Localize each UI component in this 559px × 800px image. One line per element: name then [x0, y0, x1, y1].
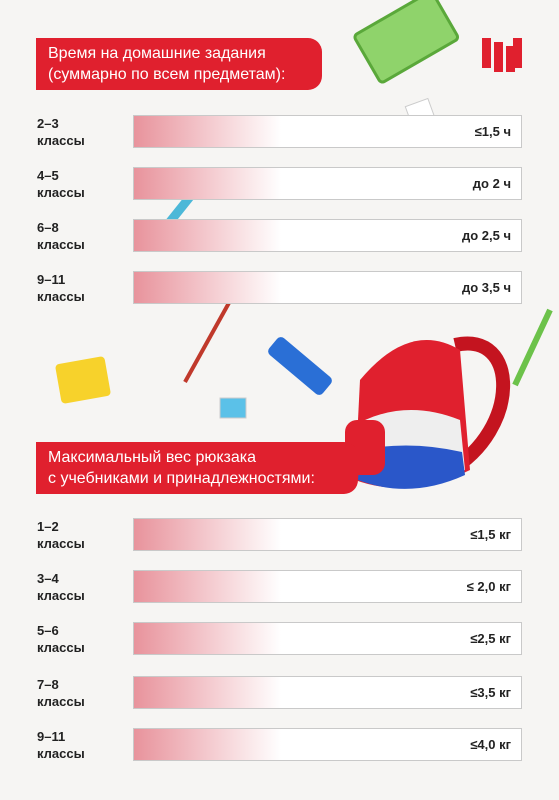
limit-bar: ≤4,0 кг — [133, 728, 522, 761]
limit-bar: ≤1,5 кг — [133, 518, 522, 551]
grade-label: 4–5 классы — [37, 167, 85, 201]
limit-bar: ≤2,5 кг — [133, 622, 522, 655]
stapler — [268, 337, 332, 395]
title-line: (суммарно по всем предметам): — [48, 66, 286, 83]
limit-bar: до 2 ч — [133, 167, 522, 200]
grade-line: классы — [37, 588, 85, 603]
grade-line: классы — [37, 237, 85, 252]
grade-label: 6–8 классы — [37, 219, 85, 253]
grade-label: 1–2 классы — [37, 518, 85, 552]
grade-label: 9–11 классы — [37, 728, 85, 762]
section-title: Максимальный вес рюкзака с учебниками и п… — [36, 442, 358, 494]
limit-value: до 3,5 ч — [461, 280, 511, 295]
grade-line: классы — [37, 640, 85, 655]
scissors — [512, 308, 553, 387]
grade-line: классы — [37, 746, 85, 761]
grade-line: классы — [37, 289, 85, 304]
limit-value: ≤4,0 кг — [470, 737, 511, 752]
limit-bar: ≤ 2,0 кг — [133, 570, 522, 603]
grade-line: 9–11 — [37, 729, 66, 744]
limit-bar: до 2,5 ч — [133, 219, 522, 252]
grade-label: 9–11 классы — [37, 271, 85, 305]
title-line: с учебниками и принадлежностями: — [48, 470, 315, 487]
limit-value: до 2,5 ч — [461, 228, 511, 243]
backpack — [345, 336, 511, 489]
eraser — [219, 397, 247, 419]
note — [55, 356, 111, 404]
logo — [482, 38, 522, 72]
limit-bar: до 3,5 ч — [133, 271, 522, 304]
grade-line: классы — [37, 694, 85, 709]
title-line: Максимальный вес рюкзака — [48, 449, 257, 466]
grade-line: 6–8 — [37, 220, 59, 235]
book — [353, 0, 460, 84]
section-title: Время на домашние задания (суммарно по вс… — [36, 38, 322, 90]
grade-line: 2–3 — [37, 116, 59, 131]
limit-bar: ≤3,5 кг — [133, 676, 522, 709]
grade-line: классы — [37, 185, 85, 200]
grade-label: 5–6 классы — [37, 622, 85, 656]
grade-line: классы — [37, 133, 85, 148]
grade-line: 7–8 — [37, 677, 59, 692]
limit-value: ≤2,5 кг — [470, 631, 511, 646]
grade-line: 1–2 — [37, 519, 59, 534]
limit-value: ≤3,5 кг — [470, 685, 511, 700]
grade-line: 3–4 — [37, 571, 59, 586]
limit-bar: ≤1,5 ч — [133, 115, 522, 148]
limit-value: до 2 ч — [472, 176, 511, 191]
title-line: Время на домашние задания — [48, 45, 266, 62]
grade-label: 2–3 классы — [37, 115, 85, 149]
limit-value: ≤ 2,0 кг — [466, 579, 511, 594]
grade-line: 4–5 — [37, 168, 59, 183]
limit-value: ≤1,5 ч — [474, 124, 511, 139]
grade-label: 3–4 классы — [37, 570, 85, 604]
limit-value: ≤1,5 кг — [470, 527, 511, 542]
grade-line: классы — [37, 536, 85, 551]
grade-line: 5–6 — [37, 623, 59, 638]
brush — [183, 291, 237, 383]
grade-line: 9–11 — [37, 272, 66, 287]
grade-label: 7–8 классы — [37, 676, 85, 710]
